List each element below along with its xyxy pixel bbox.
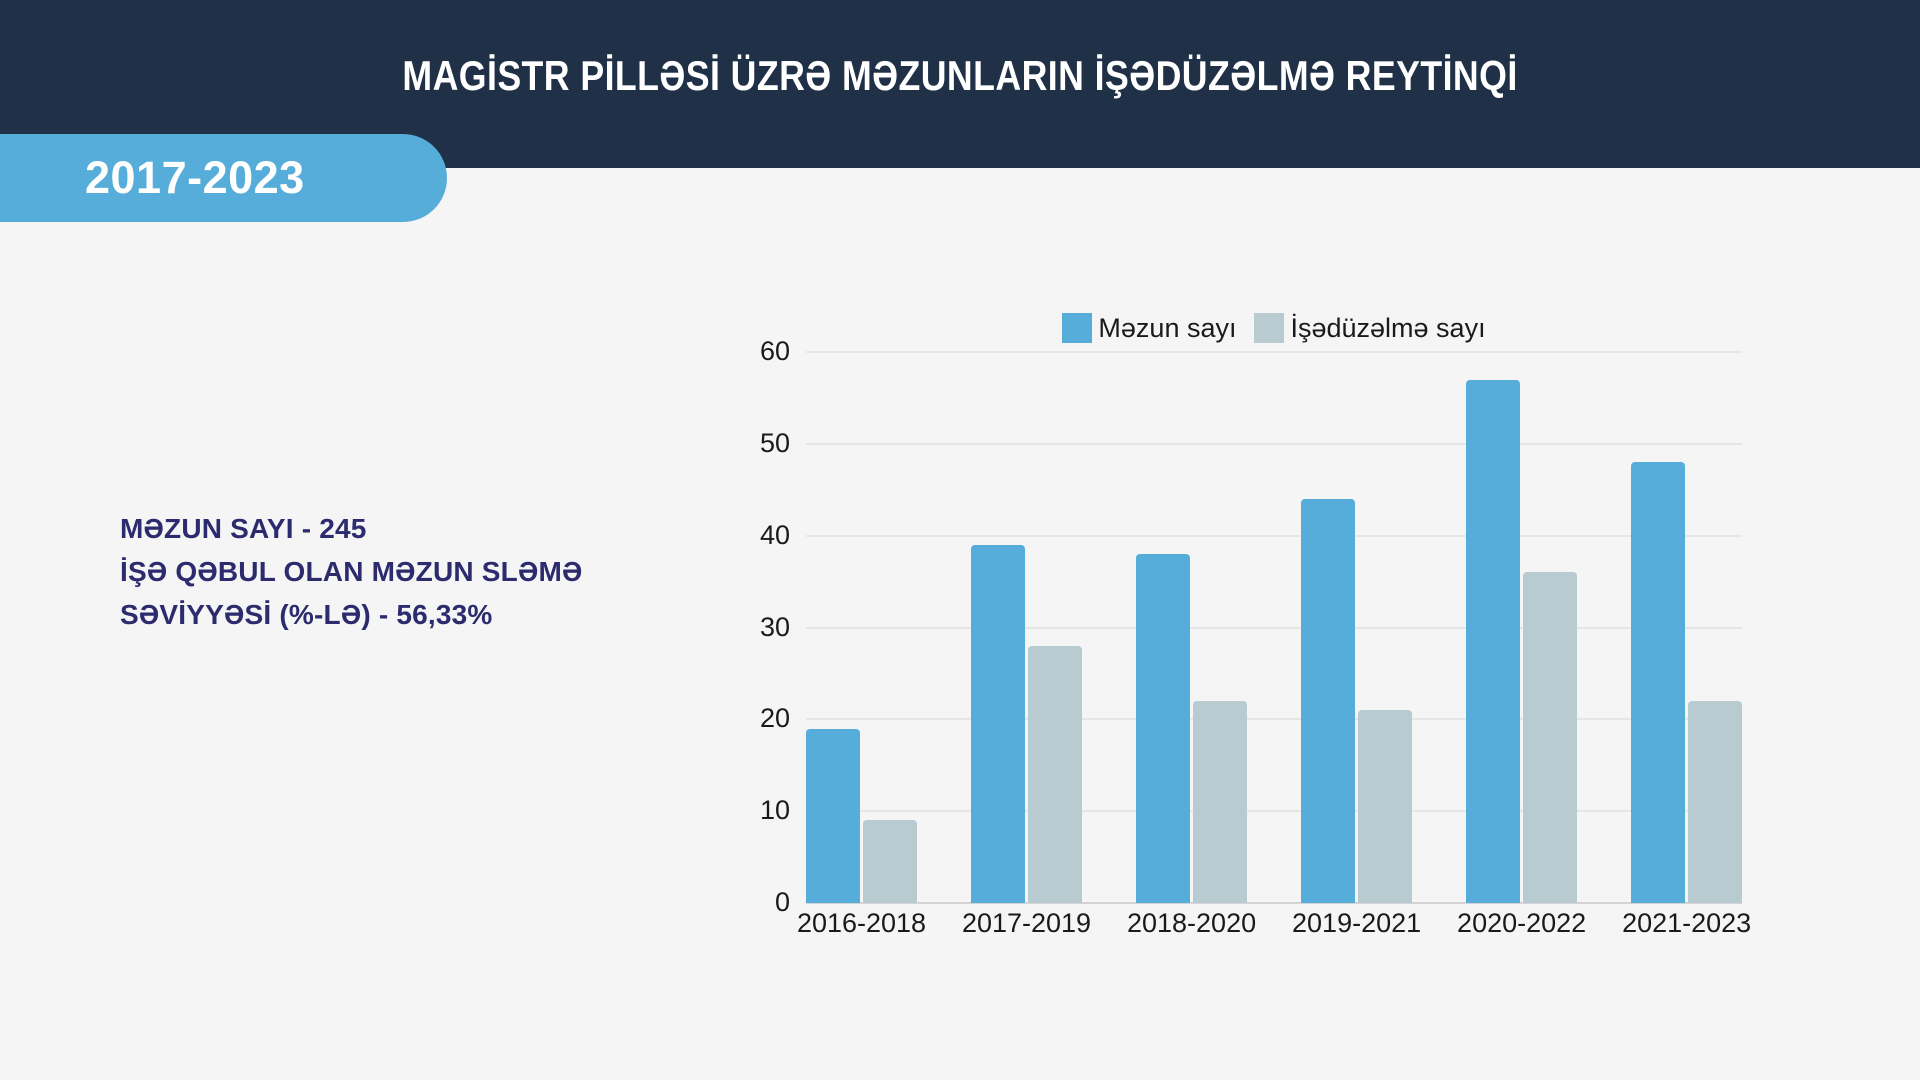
x-axis-tick-2016-2018: 2016-2018	[796, 908, 927, 938]
x-axis-tick-2019-2021: 2019-2021	[1292, 908, 1422, 938]
bar-graduates-2019-2021	[1301, 498, 1356, 903]
bar-employed-2018-2020	[1193, 700, 1248, 903]
bar-graduates-2021-2023	[1631, 462, 1686, 903]
chart-legend: Məzun sayı İşədüzəlmə sayı	[806, 311, 1742, 345]
legend-item-graduates: Məzun sayı	[1062, 313, 1236, 344]
bar-graduates-2016-2018	[806, 728, 860, 903]
bar-employed-2019-2021	[1358, 710, 1413, 903]
bar-employed-2017-2019	[1028, 645, 1083, 903]
y-axis-tick-30: 30	[759, 611, 790, 642]
bar-employed-2020-2022	[1523, 572, 1578, 903]
x-axis-tick-2021-2023: 2021-2023	[1622, 908, 1752, 938]
y-axis-tick-0: 0	[774, 887, 790, 917]
y-axis-tick-10: 10	[759, 795, 790, 826]
x-axis-tick-2018-2020: 2018-2020	[1126, 908, 1257, 938]
stat-line-graduates: MƏZUN SAYI - 245	[120, 513, 367, 544]
y-axis-tick-20: 20	[759, 703, 790, 734]
summary-stats: MƏZUN SAYI - 245 İŞƏ QƏBUL OLAN MƏZUN SL…	[120, 507, 583, 636]
bar-employed-2016-2018	[863, 820, 917, 903]
gridline-10	[806, 810, 1742, 813]
bar-graduates-2017-2019	[971, 544, 1026, 903]
gridline-50	[806, 442, 1742, 445]
x-axis-tick-2017-2019: 2017-2019	[961, 908, 1092, 938]
legend-swatch-graduates	[1062, 313, 1093, 343]
period-badge: 2017-2023	[0, 134, 447, 222]
period-badge-label: 2017-2023	[85, 152, 305, 203]
bar-graduates-2018-2020	[1136, 554, 1191, 903]
y-axis-tick-40: 40	[759, 519, 790, 550]
gridline-0	[806, 902, 1742, 904]
y-axis-tick-50: 50	[759, 427, 790, 458]
legend-label-graduates: Məzun sayı	[1098, 312, 1237, 343]
gridline-20	[806, 718, 1742, 721]
legend-label-employed: İşədüzəlmə sayı	[1290, 312, 1486, 343]
gridline-60	[806, 351, 1742, 353]
stat-line-percentage: SƏVİYYƏSİ (%-LƏ) - 56,33%	[120, 599, 493, 630]
legend-swatch-employed	[1254, 313, 1285, 343]
legend-item-employed: İşədüzəlmə sayı	[1254, 312, 1486, 344]
y-axis-tick-60: 60	[759, 336, 790, 366]
gridline-30	[806, 626, 1742, 629]
page-title-text: MAGİSTR PİLLƏSİ ÜZRƏ MƏZUNLARIN İŞƏDÜZƏL…	[402, 52, 1518, 99]
page-title: MAGİSTR PİLLƏSİ ÜZRƏ MƏZUNLARIN İŞƏDÜZƏL…	[0, 52, 1920, 100]
gridline-40	[806, 534, 1742, 537]
bar-employed-2021-2023	[1688, 700, 1743, 903]
stat-line-employed: İŞƏ QƏBUL OLAN MƏZUN SLƏMƏ	[120, 556, 583, 587]
x-axis-tick-2020-2022: 2020-2022	[1457, 908, 1587, 938]
bar-graduates-2020-2022	[1466, 379, 1521, 903]
